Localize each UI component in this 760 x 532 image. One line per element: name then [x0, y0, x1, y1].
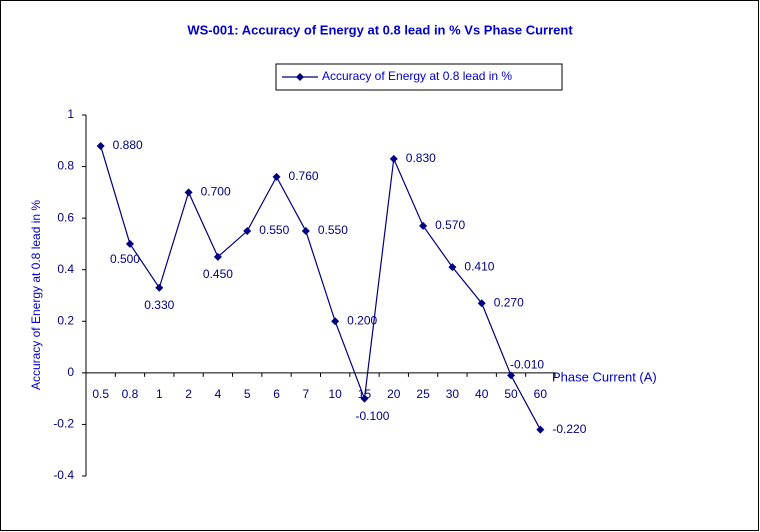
data-point	[125, 239, 134, 248]
x-tick-label: 10	[328, 387, 342, 401]
data-label: -0.100	[355, 409, 389, 423]
data-label: 0.700	[201, 185, 231, 199]
y-tick-label: 0.2	[57, 313, 74, 327]
x-tick-label: 5	[244, 387, 251, 401]
x-tick-label: 7	[303, 387, 310, 401]
data-point	[389, 154, 398, 163]
data-label: 0.270	[494, 295, 524, 309]
x-tick-label: 4	[215, 387, 222, 401]
data-point	[331, 317, 340, 326]
y-tick-label: 0.8	[57, 159, 74, 173]
data-label: 0.450	[203, 267, 233, 281]
data-point	[536, 425, 545, 434]
x-tick-label: 20	[387, 387, 401, 401]
data-point	[213, 252, 222, 261]
data-label: 0.200	[347, 313, 377, 327]
data-point	[301, 227, 310, 236]
data-point	[507, 371, 516, 380]
x-tick-label: 0.5	[92, 387, 109, 401]
data-point	[184, 188, 193, 197]
chart-title: WS-001: Accuracy of Energy at 0.8 lead i…	[187, 22, 573, 37]
data-label: 0.550	[259, 223, 289, 237]
y-tick-label: -0.4	[53, 468, 74, 482]
data-label: 0.550	[318, 223, 348, 237]
data-label: -0.010	[510, 358, 544, 372]
x-tick-label: 30	[446, 387, 460, 401]
data-label: 0.410	[464, 259, 494, 273]
data-label: 0.760	[289, 169, 319, 183]
legend-marker	[296, 73, 304, 81]
data-point	[243, 227, 252, 236]
y-axis-title: Accuracy of Energy at 0.8 lead in %	[29, 200, 43, 390]
y-tick-label: 0.6	[57, 210, 74, 224]
data-label: 0.500	[110, 252, 140, 266]
x-tick-label: 1	[156, 387, 163, 401]
legend-box	[275, 63, 563, 91]
y-tick-label: -0.2	[53, 417, 74, 431]
data-point	[155, 283, 164, 292]
x-tick-label: 40	[475, 387, 489, 401]
x-tick-label: 60	[534, 387, 548, 401]
data-label: 0.880	[113, 138, 143, 152]
series-line	[100, 145, 541, 430]
x-tick-label: 2	[185, 387, 192, 401]
data-label: 0.830	[406, 151, 436, 165]
x-tick-label: 6	[273, 387, 280, 401]
x-axis-title: Phase Current (A)	[552, 369, 657, 384]
data-label: 0.570	[435, 218, 465, 232]
data-label: -0.220	[552, 422, 586, 436]
legend-label: Accuracy of Energy at 0.8 lead in %	[322, 69, 512, 83]
data-point	[477, 299, 486, 308]
x-tick-label: 0.8	[122, 387, 139, 401]
y-tick-label: 1	[67, 107, 74, 121]
x-tick-label: 25	[416, 387, 430, 401]
data-point	[272, 172, 281, 181]
data-point	[360, 394, 369, 403]
data-point	[448, 263, 457, 272]
y-tick-label: 0.4	[57, 262, 74, 276]
data-point	[96, 141, 105, 150]
data-label: 0.330	[144, 298, 174, 312]
y-tick-label: 0	[67, 365, 74, 379]
x-tick-label: 50	[504, 387, 518, 401]
data-point	[419, 221, 428, 230]
